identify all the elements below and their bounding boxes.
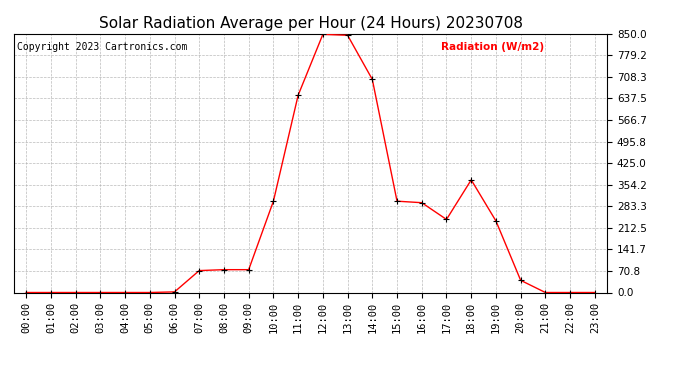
Title: Solar Radiation Average per Hour (24 Hours) 20230708: Solar Radiation Average per Hour (24 Hou… (99, 16, 522, 31)
Text: Copyright 2023 Cartronics.com: Copyright 2023 Cartronics.com (17, 42, 187, 51)
Text: Radiation (W/m2): Radiation (W/m2) (441, 42, 544, 51)
